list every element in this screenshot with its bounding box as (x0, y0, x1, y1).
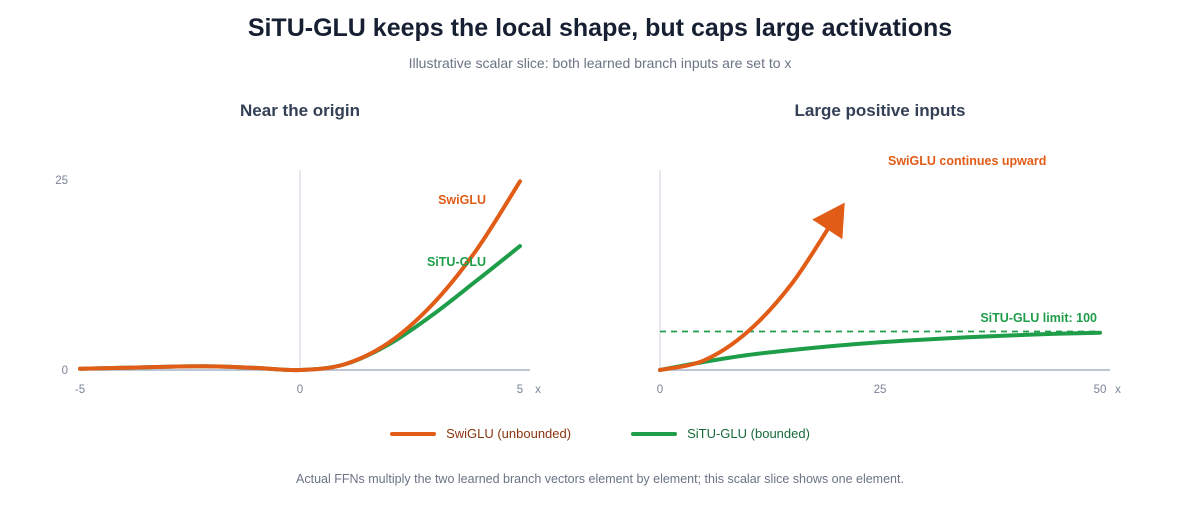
panel-large-inputs: Large positive inputs 0 25 50 x SiTU-GLU limi… (657, 101, 1121, 396)
legend-label-situglu: SiTU-GLU (bounded) (687, 426, 810, 441)
legend-item-situglu: SiTU-GLU (bounded) (631, 426, 810, 441)
chart-title: SiTU-GLU keeps the local shape, but caps… (247, 14, 953, 42)
series-label-situglu: SiTU-GLU (427, 255, 486, 269)
x-tick-label: -5 (75, 384, 85, 396)
series-line-swiglu (78, 179, 522, 373)
footnote: Actual FFNs multiply the two learned bra… (296, 472, 904, 486)
legend-swatch-swiglu (390, 431, 437, 436)
series-line-swiglu (658, 202, 845, 372)
chart-subtitle: Illustrative scalar slice: both learned … (408, 55, 792, 71)
swiglu-annotation: SwiGLU continues upward (888, 154, 1046, 168)
x-axis-label: x (1115, 384, 1121, 396)
x-axis-label: x (535, 384, 541, 396)
panel-near-origin: Near the origin -5 0 5 x 0 25 SwiGLU SiTU-GLU (55, 101, 541, 396)
legend-label-swiglu: SwiGLU (unbounded) (446, 426, 572, 441)
series-line-situglu (658, 330, 1102, 372)
x-tick-label: 0 (657, 384, 663, 396)
panel-title-near-origin: Near the origin (240, 101, 360, 120)
x-tick-label: 5 (517, 384, 523, 396)
series-label-swiglu: SwiGLU (438, 193, 486, 207)
y-tick-label: 25 (55, 175, 68, 187)
panel-title-large-inputs: Large positive inputs (795, 101, 966, 120)
y-tick-label: 0 (62, 365, 68, 377)
legend-item-swiglu: SwiGLU (unbounded) (390, 426, 571, 441)
situglu-limit-label: SiTU-GLU limit: 100 (980, 311, 1097, 325)
x-tick-label: 25 (874, 384, 887, 396)
x-tick-label: 50 (1094, 384, 1107, 396)
legend-swatch-situglu (631, 431, 678, 436)
x-tick-label: 0 (297, 384, 303, 396)
legend: SwiGLU (unbounded) SiTU-GLU (bounded) (0, 426, 1200, 441)
